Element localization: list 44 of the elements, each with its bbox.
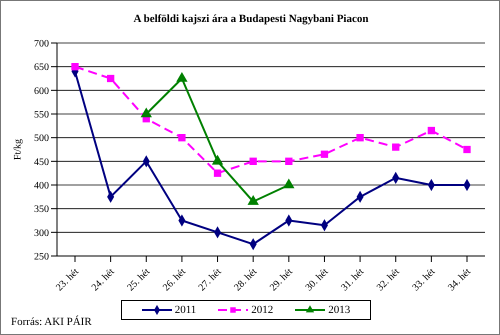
legend-label: 2013	[328, 304, 350, 316]
x-tick-label: 31. hét	[339, 266, 366, 294]
point	[392, 143, 400, 151]
y-tick-label: 250	[34, 252, 49, 263]
y-tick-label: 500	[34, 133, 49, 144]
point	[463, 146, 471, 154]
y-tick-label: 400	[34, 180, 49, 192]
point	[356, 134, 364, 142]
point	[250, 158, 257, 165]
x-tick-label: 23. hét	[54, 266, 82, 294]
x-tick-label: 26. hét	[161, 266, 188, 294]
x-tick-label: 27. hét	[196, 266, 224, 294]
point	[176, 72, 188, 82]
legend-label: 2012	[251, 304, 274, 316]
legend-label: 2011	[174, 304, 196, 316]
x-tick-label: 29. hét	[268, 266, 296, 294]
y-tick-label: 650	[34, 62, 49, 74]
x-tick-label: 28. hét	[232, 266, 260, 294]
point	[106, 74, 114, 82]
point	[320, 150, 328, 158]
y-tick-label: 550	[34, 110, 49, 121]
point	[284, 178, 294, 188]
point	[428, 126, 436, 134]
point	[178, 134, 186, 142]
point	[285, 158, 292, 165]
y-tick-label: 450	[34, 156, 49, 168]
x-tick-label: 25. hét	[125, 266, 153, 294]
x-tick-label: 30. hét	[304, 266, 331, 294]
y-tick-label: 700	[34, 38, 49, 50]
point	[212, 155, 223, 165]
y-tick-label: 350	[34, 204, 49, 216]
chart-title: A belföldi kajszi ára a Budapesti Nagybani Piacon	[132, 13, 370, 25]
y-tick-label: 600	[34, 86, 49, 97]
x-tick-label: 24. hét	[90, 266, 117, 294]
point	[71, 63, 79, 70]
point	[214, 170, 222, 177]
x-tick-label: 33. hét	[410, 266, 438, 294]
point	[140, 108, 152, 118]
x-tick-label: 34. hét	[446, 266, 474, 294]
y-axis-title: Ft/kg	[12, 138, 24, 160]
x-tick-label: 32. hét	[374, 266, 402, 294]
y-tick-label: 300	[34, 228, 49, 239]
point	[248, 196, 258, 205]
text: Forrás: AKI PÁIR	[11, 316, 92, 328]
